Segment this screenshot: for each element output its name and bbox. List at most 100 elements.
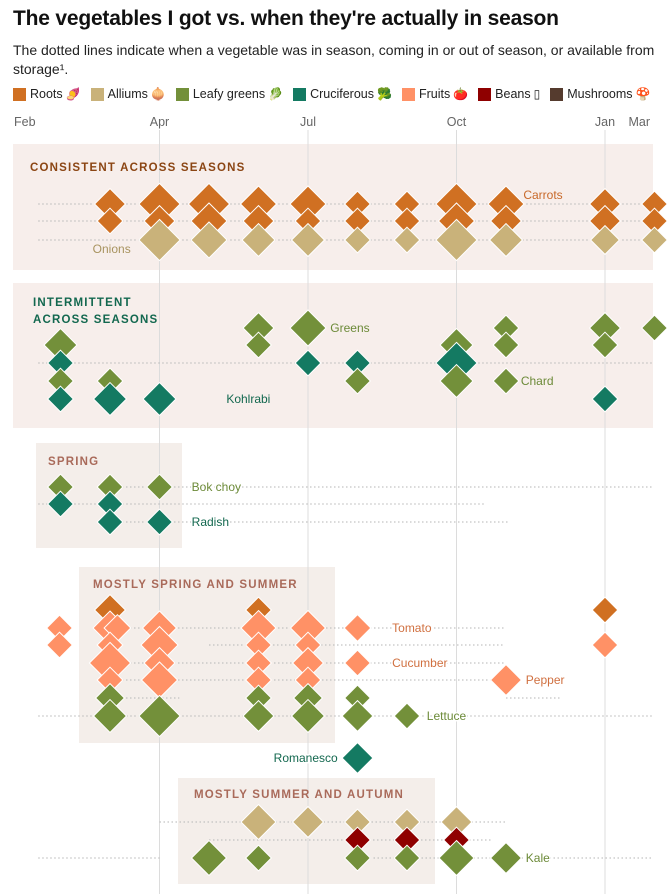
data-point-diamond [343, 367, 372, 395]
legend-item-mushrooms: Mushrooms 🍄 [550, 87, 650, 101]
data-point-diamond [46, 631, 74, 659]
data-point-diamond [294, 349, 322, 377]
x-tick-label: Mar [628, 115, 650, 129]
vegetable-label: Pepper [526, 673, 565, 687]
data-point-diamond [290, 698, 326, 734]
legend-swatch [550, 87, 564, 101]
data-point-diamond [343, 226, 372, 254]
legend-item-alliums: Alliums 🧅 [90, 87, 166, 101]
data-point-diamond [489, 841, 523, 875]
legend-swatch [478, 87, 492, 101]
legend-label: Roots [30, 87, 63, 101]
data-point-diamond [96, 207, 124, 235]
panel-title: MOSTLY SUMMER AND AUTUMN [194, 789, 404, 801]
vegetable-label: Greens [330, 321, 369, 335]
legend-label: Alliums [107, 87, 148, 101]
vegetable-label: Bok choy [192, 480, 241, 494]
data-point-diamond [341, 699, 374, 733]
data-point-diamond [290, 222, 326, 258]
x-tick-label: Apr [150, 115, 169, 129]
legend-item-roots: Roots 🍠 [13, 87, 81, 101]
data-point-diamond [591, 385, 619, 413]
sweet-potato-icon: 🍠 [65, 87, 81, 101]
data-point-diamond [488, 222, 524, 258]
vegetable-label: Kohlrabi [226, 392, 270, 406]
data-point-diamond [244, 331, 273, 359]
vegetable-label: Carrots [523, 188, 562, 202]
legend-item-beans: Beans ▯ [478, 87, 540, 101]
legend-label: Beans [495, 87, 531, 101]
data-point-diamond [291, 805, 325, 839]
panel-title: MOSTLY SPRING AND SUMMER [93, 579, 298, 591]
data-point-diamond [46, 385, 75, 413]
x-tick-label: Oct [447, 115, 467, 129]
data-point-diamond [145, 473, 174, 501]
data-point-diamond [393, 226, 421, 254]
data-point-diamond [439, 363, 474, 399]
legend-label: Leafy greens [192, 87, 266, 101]
data-point-diamond [591, 331, 619, 359]
data-point-diamond [393, 702, 421, 730]
data-point-diamond [289, 309, 327, 347]
data-point-diamond [640, 314, 668, 342]
vegetable-label: Lettuce [427, 709, 467, 723]
data-point-diamond [242, 699, 275, 733]
beans-icon: ▯ [533, 87, 541, 101]
data-point-diamond [640, 226, 668, 254]
data-point-diamond [145, 508, 174, 536]
legend-item-cruciferous: Cruciferous 🥦 [293, 87, 392, 101]
panel-title: INTERMITTENT [33, 297, 132, 309]
vegetable-label: Chard [521, 374, 554, 388]
x-tick-label: Feb [14, 115, 36, 129]
data-point-diamond [240, 803, 277, 841]
data-point-diamond [190, 839, 228, 877]
data-point-diamond [492, 367, 520, 395]
onion-icon: 🧅 [150, 87, 166, 101]
data-point-diamond [241, 222, 276, 258]
legend: Roots 🍠 Alliums 🧅 Leafy greens 🥬 Cruciferou… [13, 87, 660, 101]
legend-swatch [293, 87, 307, 101]
data-point-diamond [341, 741, 374, 775]
vegetable-label: Cucumber [392, 656, 447, 670]
data-point-diamond [92, 698, 128, 734]
legend-item-leafy-greens: Leafy greens 🥬 [175, 87, 284, 101]
vegetable-label: Romanesco [274, 751, 338, 765]
data-point-diamond [438, 839, 475, 877]
chart-title: The vegetables I got vs. when they're ac… [13, 7, 559, 30]
data-point-diamond [46, 490, 75, 518]
legend-swatch [175, 87, 189, 101]
data-point-diamond [492, 331, 520, 359]
legend-label: Cruciferous [310, 87, 375, 101]
broccoli-icon: 🥦 [377, 87, 392, 101]
data-point-diamond [190, 221, 228, 259]
data-point-diamond [96, 508, 124, 536]
mushroom-icon: 🍄 [635, 87, 651, 101]
data-point-diamond [393, 844, 421, 872]
chart-subtitle: The dotted lines indicate when a vegetab… [13, 42, 655, 77]
data-point-diamond [343, 649, 372, 677]
data-point-diamond [435, 218, 478, 262]
tomato-icon: 🍅 [453, 87, 469, 101]
data-point-diamond [142, 381, 177, 417]
legend-swatch [13, 87, 26, 101]
data-point-diamond [589, 224, 621, 256]
legend-label: Mushrooms [567, 87, 633, 101]
panel-title: ACROSS SEASONS [33, 314, 158, 326]
vegetable-label: Onions [93, 242, 131, 256]
x-tick-label: Jan [595, 115, 615, 129]
panel-title: SPRING [48, 456, 99, 468]
vegetable-label: Radish [192, 515, 229, 529]
panel-title: CONSISTENT ACROSS SEASONS [30, 162, 246, 174]
leafy-green-icon: 🥬 [268, 87, 284, 101]
data-point-diamond [138, 218, 181, 262]
vegetable-label: Kale [526, 851, 550, 865]
legend-label: Fruits [418, 87, 451, 101]
legend-item-fruits: Fruits 🍅 [401, 87, 469, 101]
data-point-diamond [244, 844, 273, 872]
data-point-diamond [343, 613, 372, 643]
data-point-diamond [591, 596, 619, 624]
data-point-diamond [343, 844, 372, 872]
data-point-diamond [591, 631, 619, 659]
legend-swatch [90, 87, 104, 101]
